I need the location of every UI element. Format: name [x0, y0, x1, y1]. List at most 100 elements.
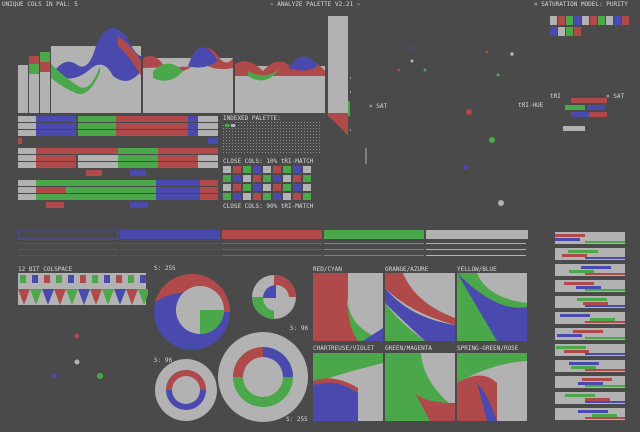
- palette-index-dot: [274, 149, 275, 150]
- channel-stack-accent: [562, 254, 587, 257]
- palette-index-dot: [316, 152, 317, 153]
- palette-index-dot: [307, 140, 308, 141]
- saturation-model-toggle[interactable]: × SATURATION MODEL: PURITY: [534, 1, 628, 8]
- close-cols-label-90: CLOSE COLS: 90% tRI-MATCH: [223, 203, 314, 210]
- palette-index-dot: [250, 125, 251, 126]
- channel-bar: [66, 187, 156, 193]
- colspace-block: [44, 275, 50, 283]
- channel-bar: [36, 123, 76, 129]
- channel-stack-accent: [560, 314, 590, 317]
- palette-index-dot: [310, 128, 311, 129]
- channel-strip-line: [324, 243, 424, 244]
- close-col-cell: [223, 193, 231, 200]
- palette-index-dot: [277, 149, 278, 150]
- palette-index-dot: [310, 152, 311, 153]
- tri-label: tRI: [550, 93, 561, 100]
- app-title: ~ ANALYZE PALETTE V2.21 ~: [270, 1, 361, 8]
- palette-index-dot: [280, 137, 281, 138]
- colspace-wedge: [114, 289, 126, 305]
- palette-index-dot: [265, 143, 266, 144]
- palette-index-dot: [268, 152, 269, 153]
- palette-index-dot: [229, 134, 230, 135]
- close-col-cell: [283, 184, 291, 191]
- palette-index-dot: [238, 134, 239, 135]
- palette-index-dot: [238, 137, 239, 138]
- palette-index-dot: [301, 128, 302, 129]
- palette-index-dot: [256, 149, 257, 150]
- channel-bar: [158, 148, 218, 154]
- palette-index-dot: [247, 149, 248, 150]
- palette-index-dot: [292, 131, 293, 132]
- channel-bar: [18, 187, 36, 193]
- channel-bar: [118, 148, 158, 154]
- channel-stack-accent: [577, 298, 607, 301]
- palette-index-dot: [253, 125, 254, 126]
- gradient-label-yellow-blue: YELLOW/BLUE: [457, 266, 497, 273]
- palette-index-dot: [295, 137, 296, 138]
- palette-index-dot: [307, 131, 308, 132]
- palette-index-dot: [223, 125, 224, 126]
- palette-index-dot: [286, 137, 287, 138]
- palette-swatch: [622, 16, 629, 25]
- palette-index-dot: [286, 131, 287, 132]
- palette-index-dot: [253, 146, 254, 147]
- palette-index-dot: [304, 122, 305, 123]
- palette-index-dot: [304, 149, 305, 150]
- palette-index-dot: [235, 122, 236, 123]
- palette-index-dot: [283, 131, 284, 132]
- channel-bar: [36, 155, 76, 161]
- palette-index-dot: [283, 146, 284, 147]
- palette-index-dot: [262, 152, 263, 153]
- palette-index-dot: [250, 143, 251, 144]
- palette-index-dot: [277, 122, 278, 123]
- palette-index-dot: [319, 140, 320, 141]
- palette-index-dot: [259, 134, 260, 135]
- palette-index-dot: [238, 149, 239, 150]
- palette-index-dot: [298, 134, 299, 135]
- channel-stack-accent: [557, 334, 582, 337]
- palette-index-dot: [283, 140, 284, 141]
- channel-stack-accent: [585, 353, 625, 355]
- channel-bar: [156, 187, 200, 193]
- gradient-label-green-magenta: GREEN/MAGENTA: [385, 345, 432, 352]
- channel-stack-accent: [585, 398, 610, 401]
- palette-index-dot: [241, 149, 242, 150]
- palette-index-dot: [262, 149, 263, 150]
- palette-index-dot: [235, 143, 236, 144]
- palette-index-dot: [247, 143, 248, 144]
- channel-bar: [198, 116, 218, 122]
- palette-index-dot: [259, 128, 260, 129]
- close-col-cell: [223, 166, 231, 173]
- palette-index-dot: [310, 146, 311, 147]
- palette-index-dot: [232, 140, 233, 141]
- palette-index-dot: [226, 140, 227, 141]
- palette-index-dot: [283, 152, 284, 153]
- tri-hue-swatches: [563, 98, 607, 131]
- channel-bar: [78, 162, 118, 168]
- palette-index-dot: [289, 125, 290, 126]
- palette-index-dot: [232, 134, 233, 135]
- palette-index-dot: [310, 137, 311, 138]
- palette-index-dot: [301, 143, 302, 144]
- palette-index-dot: [271, 125, 272, 126]
- palette-swatch-grid[interactable]: [550, 16, 630, 38]
- close-col-cell: [303, 193, 311, 200]
- palette-index-dot: [301, 122, 302, 123]
- palette-index-dot: [271, 137, 272, 138]
- channel-bar: [78, 123, 116, 129]
- channel-bar: [18, 162, 36, 168]
- palette-index-dot: [244, 140, 245, 141]
- palette-index-dot: [304, 140, 305, 141]
- palette-index-dot: [265, 146, 266, 147]
- palette-index-dot: [277, 146, 278, 147]
- palette-index-dot: [250, 152, 251, 153]
- close-col-cell: [293, 175, 301, 182]
- palette-index-dot: [274, 131, 275, 132]
- palette-index-dot: [268, 134, 269, 135]
- palette-index-dot: [265, 122, 266, 123]
- channel-bar: [200, 187, 218, 193]
- palette-index-dot: [226, 131, 227, 132]
- palette-index-dot: [298, 131, 299, 132]
- palette-index-dot: [232, 146, 233, 147]
- palette-index-dot: [250, 134, 251, 135]
